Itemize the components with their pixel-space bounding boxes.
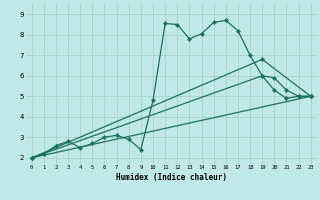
- X-axis label: Humidex (Indice chaleur): Humidex (Indice chaleur): [116, 173, 227, 182]
